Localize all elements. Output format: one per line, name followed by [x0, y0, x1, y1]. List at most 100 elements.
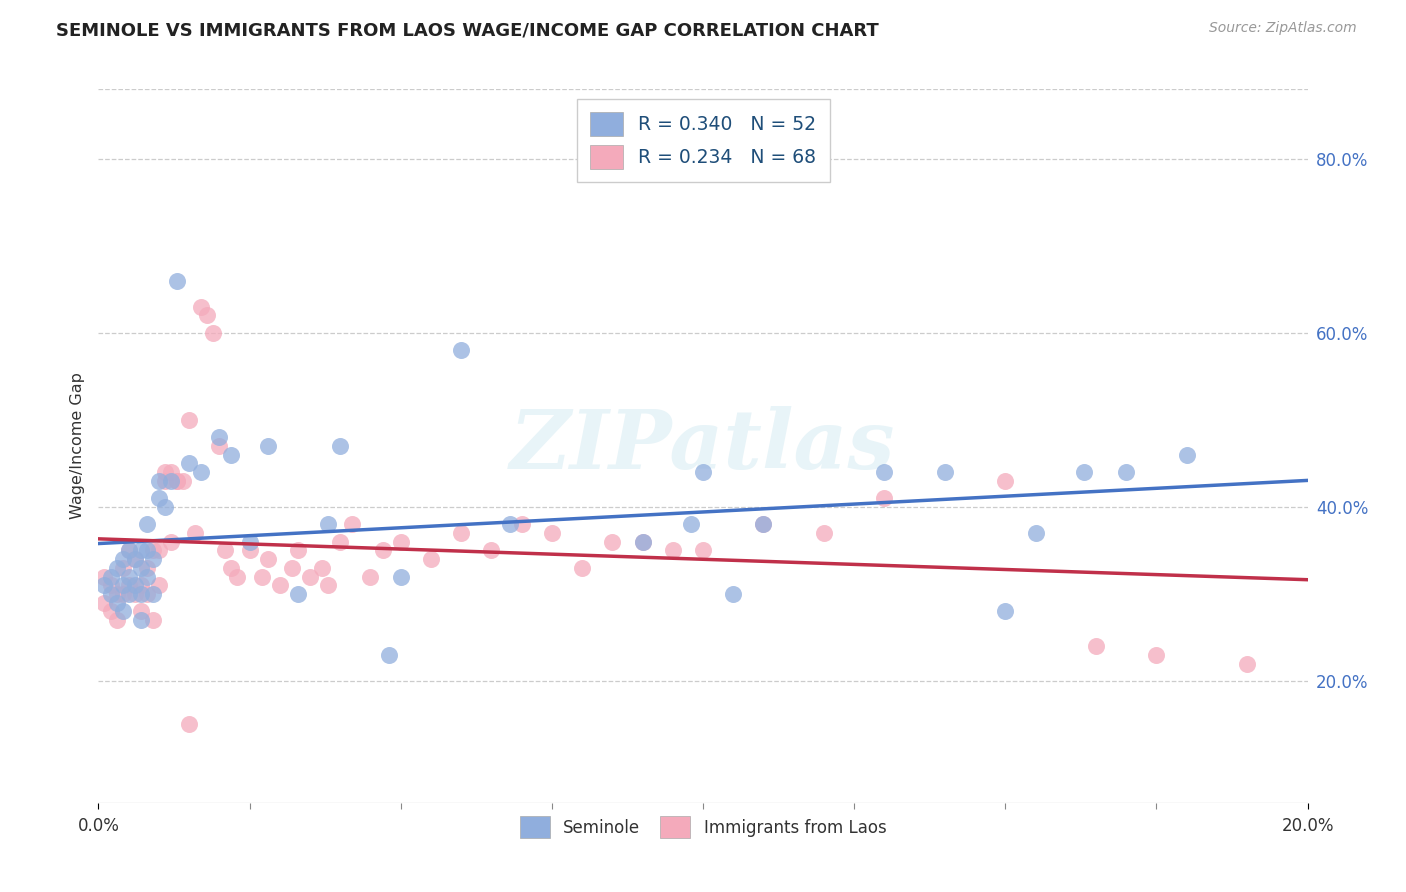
Point: [631, 534, 654, 549]
Point: [148, 543, 170, 558]
Point: [195, 309, 218, 323]
Point: [1073, 465, 1095, 479]
Point: [124, 552, 146, 566]
Point: [179, 457, 201, 471]
Point: [208, 430, 231, 444]
Point: [148, 578, 170, 592]
Point: [124, 552, 146, 566]
Point: [239, 534, 262, 549]
Point: [287, 543, 309, 558]
Point: [118, 578, 141, 592]
Point: [208, 439, 231, 453]
Point: [166, 474, 188, 488]
Point: [389, 534, 412, 549]
Point: [160, 534, 183, 549]
Point: [166, 274, 188, 288]
Point: [679, 517, 702, 532]
Point: [111, 604, 134, 618]
Point: [269, 578, 291, 592]
Point: [450, 343, 472, 358]
Point: [752, 517, 775, 532]
Point: [105, 587, 128, 601]
Point: [1085, 639, 1108, 653]
Point: [135, 561, 157, 575]
Point: [602, 534, 624, 549]
Point: [329, 439, 352, 453]
Point: [571, 561, 593, 575]
Point: [377, 648, 399, 662]
Point: [256, 439, 278, 453]
Point: [93, 596, 115, 610]
Point: [540, 526, 562, 541]
Point: [221, 448, 243, 462]
Point: [124, 587, 146, 601]
Point: [118, 543, 141, 558]
Point: [105, 596, 128, 610]
Point: [316, 578, 339, 592]
Point: [190, 300, 212, 314]
Text: SEMINOLE VS IMMIGRANTS FROM LAOS WAGE/INCOME GAP CORRELATION CHART: SEMINOLE VS IMMIGRANTS FROM LAOS WAGE/IN…: [56, 21, 879, 39]
Text: Source: ZipAtlas.com: Source: ZipAtlas.com: [1209, 21, 1357, 36]
Point: [226, 569, 249, 583]
Point: [135, 543, 157, 558]
Point: [172, 474, 194, 488]
Point: [311, 561, 333, 575]
Point: [129, 587, 152, 601]
Point: [281, 561, 304, 575]
Point: [214, 543, 236, 558]
Point: [135, 517, 157, 532]
Point: [118, 587, 141, 601]
Point: [994, 604, 1017, 618]
Point: [692, 543, 714, 558]
Point: [202, 326, 225, 340]
Point: [1115, 465, 1137, 479]
Point: [153, 500, 176, 514]
Y-axis label: Wage/Income Gap: Wage/Income Gap: [69, 373, 84, 519]
Point: [1236, 657, 1258, 671]
Point: [153, 465, 176, 479]
Point: [813, 526, 835, 541]
Point: [661, 543, 683, 558]
Point: [142, 587, 165, 601]
Point: [111, 587, 134, 601]
Point: [129, 578, 152, 592]
Point: [129, 561, 152, 575]
Point: [287, 587, 309, 601]
Point: [100, 604, 122, 618]
Point: [256, 552, 278, 566]
Point: [510, 517, 533, 532]
Point: [93, 578, 115, 592]
Legend: Seminole, Immigrants from Laos: Seminole, Immigrants from Laos: [513, 810, 893, 845]
Point: [93, 569, 115, 583]
Point: [1175, 448, 1198, 462]
Point: [148, 474, 170, 488]
Point: [342, 517, 364, 532]
Point: [100, 578, 122, 592]
Point: [190, 465, 212, 479]
Point: [142, 613, 165, 627]
Point: [118, 569, 141, 583]
Point: [498, 517, 520, 532]
Point: [299, 569, 322, 583]
Point: [184, 526, 207, 541]
Point: [329, 534, 352, 549]
Point: [994, 474, 1017, 488]
Point: [129, 604, 152, 618]
Point: [934, 465, 956, 479]
Point: [100, 587, 122, 601]
Point: [160, 474, 183, 488]
Point: [873, 465, 896, 479]
Point: [371, 543, 394, 558]
Point: [142, 543, 165, 558]
Point: [692, 465, 714, 479]
Point: [631, 534, 654, 549]
Point: [723, 587, 745, 601]
Point: [124, 578, 146, 592]
Point: [105, 613, 128, 627]
Point: [148, 491, 170, 506]
Point: [179, 413, 201, 427]
Point: [142, 552, 165, 566]
Point: [111, 552, 134, 566]
Point: [153, 474, 176, 488]
Point: [873, 491, 896, 506]
